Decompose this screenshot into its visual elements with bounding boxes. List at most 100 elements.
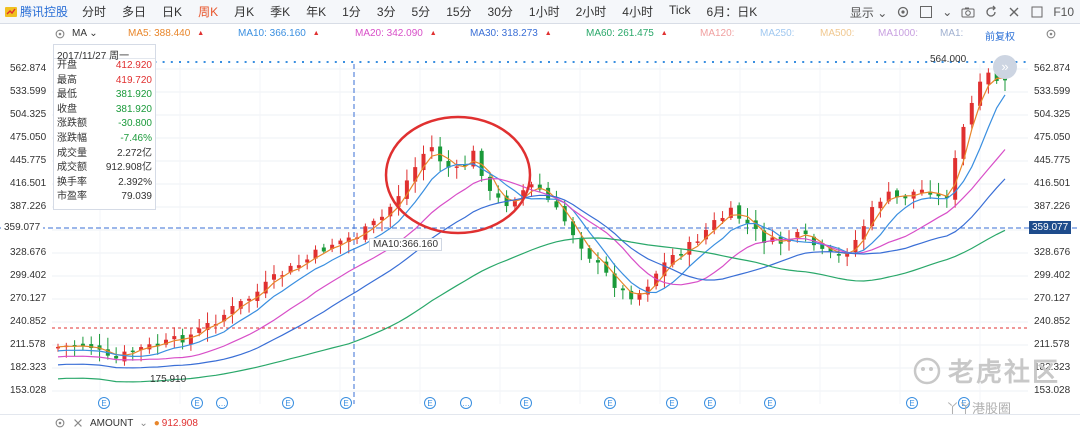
stock-selector[interactable]: 腾讯控股 (0, 3, 74, 20)
dot-marker (736, 61, 739, 63)
dot-marker (195, 61, 198, 63)
info-label: 涨跌幅 (57, 132, 87, 144)
y-tick-label: 299.402 (1034, 270, 1071, 281)
info-label: 最低 (57, 89, 77, 101)
refresh-icon[interactable] (984, 5, 998, 19)
bottom-indicator-name[interactable]: AMOUNT (90, 417, 134, 429)
candle-body (579, 237, 584, 249)
dot-marker (884, 61, 887, 63)
dot-marker (343, 61, 345, 63)
timeframe-tab[interactable]: 年K (306, 5, 327, 19)
timeframe-tab[interactable]: 分时 (82, 5, 107, 19)
timeframe-tab[interactable]: 月K (234, 5, 255, 19)
candle-body (911, 191, 916, 199)
candle-body (762, 230, 767, 243)
y-tick-label: 328.676 (10, 247, 47, 258)
candle-body (645, 286, 650, 295)
timeframe-tab[interactable]: 多日 (122, 5, 147, 19)
timeframe-tab[interactable]: 6月：日K (706, 5, 758, 19)
ma60-line (57, 229, 1006, 383)
toolbar-right: 显示 ⌄ ⌄ F10 (850, 0, 1074, 24)
crosshair-price-tag: 359.077 (1029, 221, 1072, 234)
candle-body (720, 217, 725, 222)
event-marker-text: E (285, 399, 290, 408)
candle-body (479, 150, 484, 176)
candle-body (695, 241, 700, 243)
event-marker-icon (191, 397, 203, 409)
event-marker-text: E (707, 399, 712, 408)
camera-icon[interactable] (961, 5, 975, 19)
candle-body (446, 161, 451, 168)
adjust-button[interactable]: 前复权 (985, 32, 1015, 43)
candle-body (778, 236, 783, 244)
dot-marker (244, 61, 247, 63)
dot-marker (375, 61, 378, 63)
timeframe-tab[interactable]: 4小时 (622, 5, 653, 19)
close-icon[interactable] (72, 417, 84, 429)
event-marker-icon (98, 397, 110, 409)
event-marker-icon (604, 397, 616, 409)
settings-icon[interactable] (1045, 28, 1057, 40)
expand-right-icon[interactable]: » (993, 55, 1017, 79)
candle-body (379, 216, 384, 221)
info-value: 912.908亿 (105, 162, 152, 174)
timeframe-tab[interactable]: 1分 (342, 5, 361, 19)
ma10-line (57, 94, 1006, 358)
y-tick-label: 153.028 (10, 385, 47, 396)
info-row: 最高 419.720 (54, 74, 155, 89)
info-value: 381.920 (115, 103, 152, 115)
dot-marker (277, 61, 280, 63)
timeframe-tab[interactable]: 30分 (487, 5, 513, 19)
dot-marker (269, 61, 272, 63)
timeframe-tab[interactable]: 3分 (376, 5, 396, 19)
bottom-color-dot: ● (153, 417, 160, 429)
settings-icon[interactable] (896, 5, 910, 19)
candle-body (80, 343, 85, 347)
timeframe-tab[interactable]: 5分 (411, 5, 431, 19)
stock-name: 腾讯控股 (20, 5, 69, 19)
f10-button[interactable]: F10 (1053, 5, 1074, 19)
timeframe-tab[interactable]: 日K (162, 5, 183, 19)
info-value: 79.039 (121, 191, 152, 203)
candle-body (670, 255, 675, 265)
dot-marker (466, 61, 468, 63)
dot-marker (662, 61, 665, 63)
indicator-select[interactable]: MA ⌄ (72, 28, 98, 39)
candle-body (330, 244, 335, 249)
candle-body (953, 158, 958, 200)
y-tick-label: 533.599 (1034, 86, 1071, 97)
candle-body (496, 193, 501, 198)
info-row: 换手率 2.392% (54, 176, 155, 191)
checkbox-icon[interactable] (919, 5, 933, 19)
timeframe-tab[interactable]: 1小时 (528, 5, 560, 19)
fullscreen-icon[interactable] (1030, 5, 1044, 19)
chevron-down-icon[interactable]: ⌄ (942, 5, 953, 19)
chevron-down-icon[interactable]: ⌄ (139, 417, 148, 429)
candle-body (703, 229, 708, 240)
candle-body (886, 191, 891, 202)
dot-marker (589, 61, 591, 63)
settings-icon[interactable] (54, 28, 66, 40)
dot-marker (384, 61, 386, 63)
dot-marker (720, 61, 723, 63)
display-menu[interactable]: 显示 ⌄ (850, 4, 887, 21)
timeframe-tab[interactable]: 15分 (446, 5, 472, 19)
y-tick-label: 504.325 (10, 109, 47, 120)
candlestick-chart[interactable]: E E … E E E … E E E E E E E (0, 44, 1080, 414)
candle-body (139, 347, 144, 351)
timeframe-tab[interactable]: 季K (270, 5, 291, 19)
info-value: 381.920 (115, 89, 152, 101)
close-icon[interactable] (1007, 5, 1021, 19)
timeframe-tab[interactable]: Tick (668, 3, 691, 17)
settings-icon[interactable] (54, 417, 66, 429)
ma-legend-item: MA20: 342.090 (355, 28, 423, 39)
candle-body (662, 262, 667, 277)
stock-logo-icon (5, 6, 17, 17)
dot-marker (679, 61, 682, 63)
candle-body (180, 335, 185, 343)
dot-marker (548, 61, 550, 63)
info-row: 涨跌额 -30.800 (54, 117, 155, 132)
timeframe-tab[interactable]: 2小时 (575, 5, 607, 19)
timeframe-tab[interactable]: 周K (198, 5, 219, 19)
dot-marker (777, 61, 780, 63)
